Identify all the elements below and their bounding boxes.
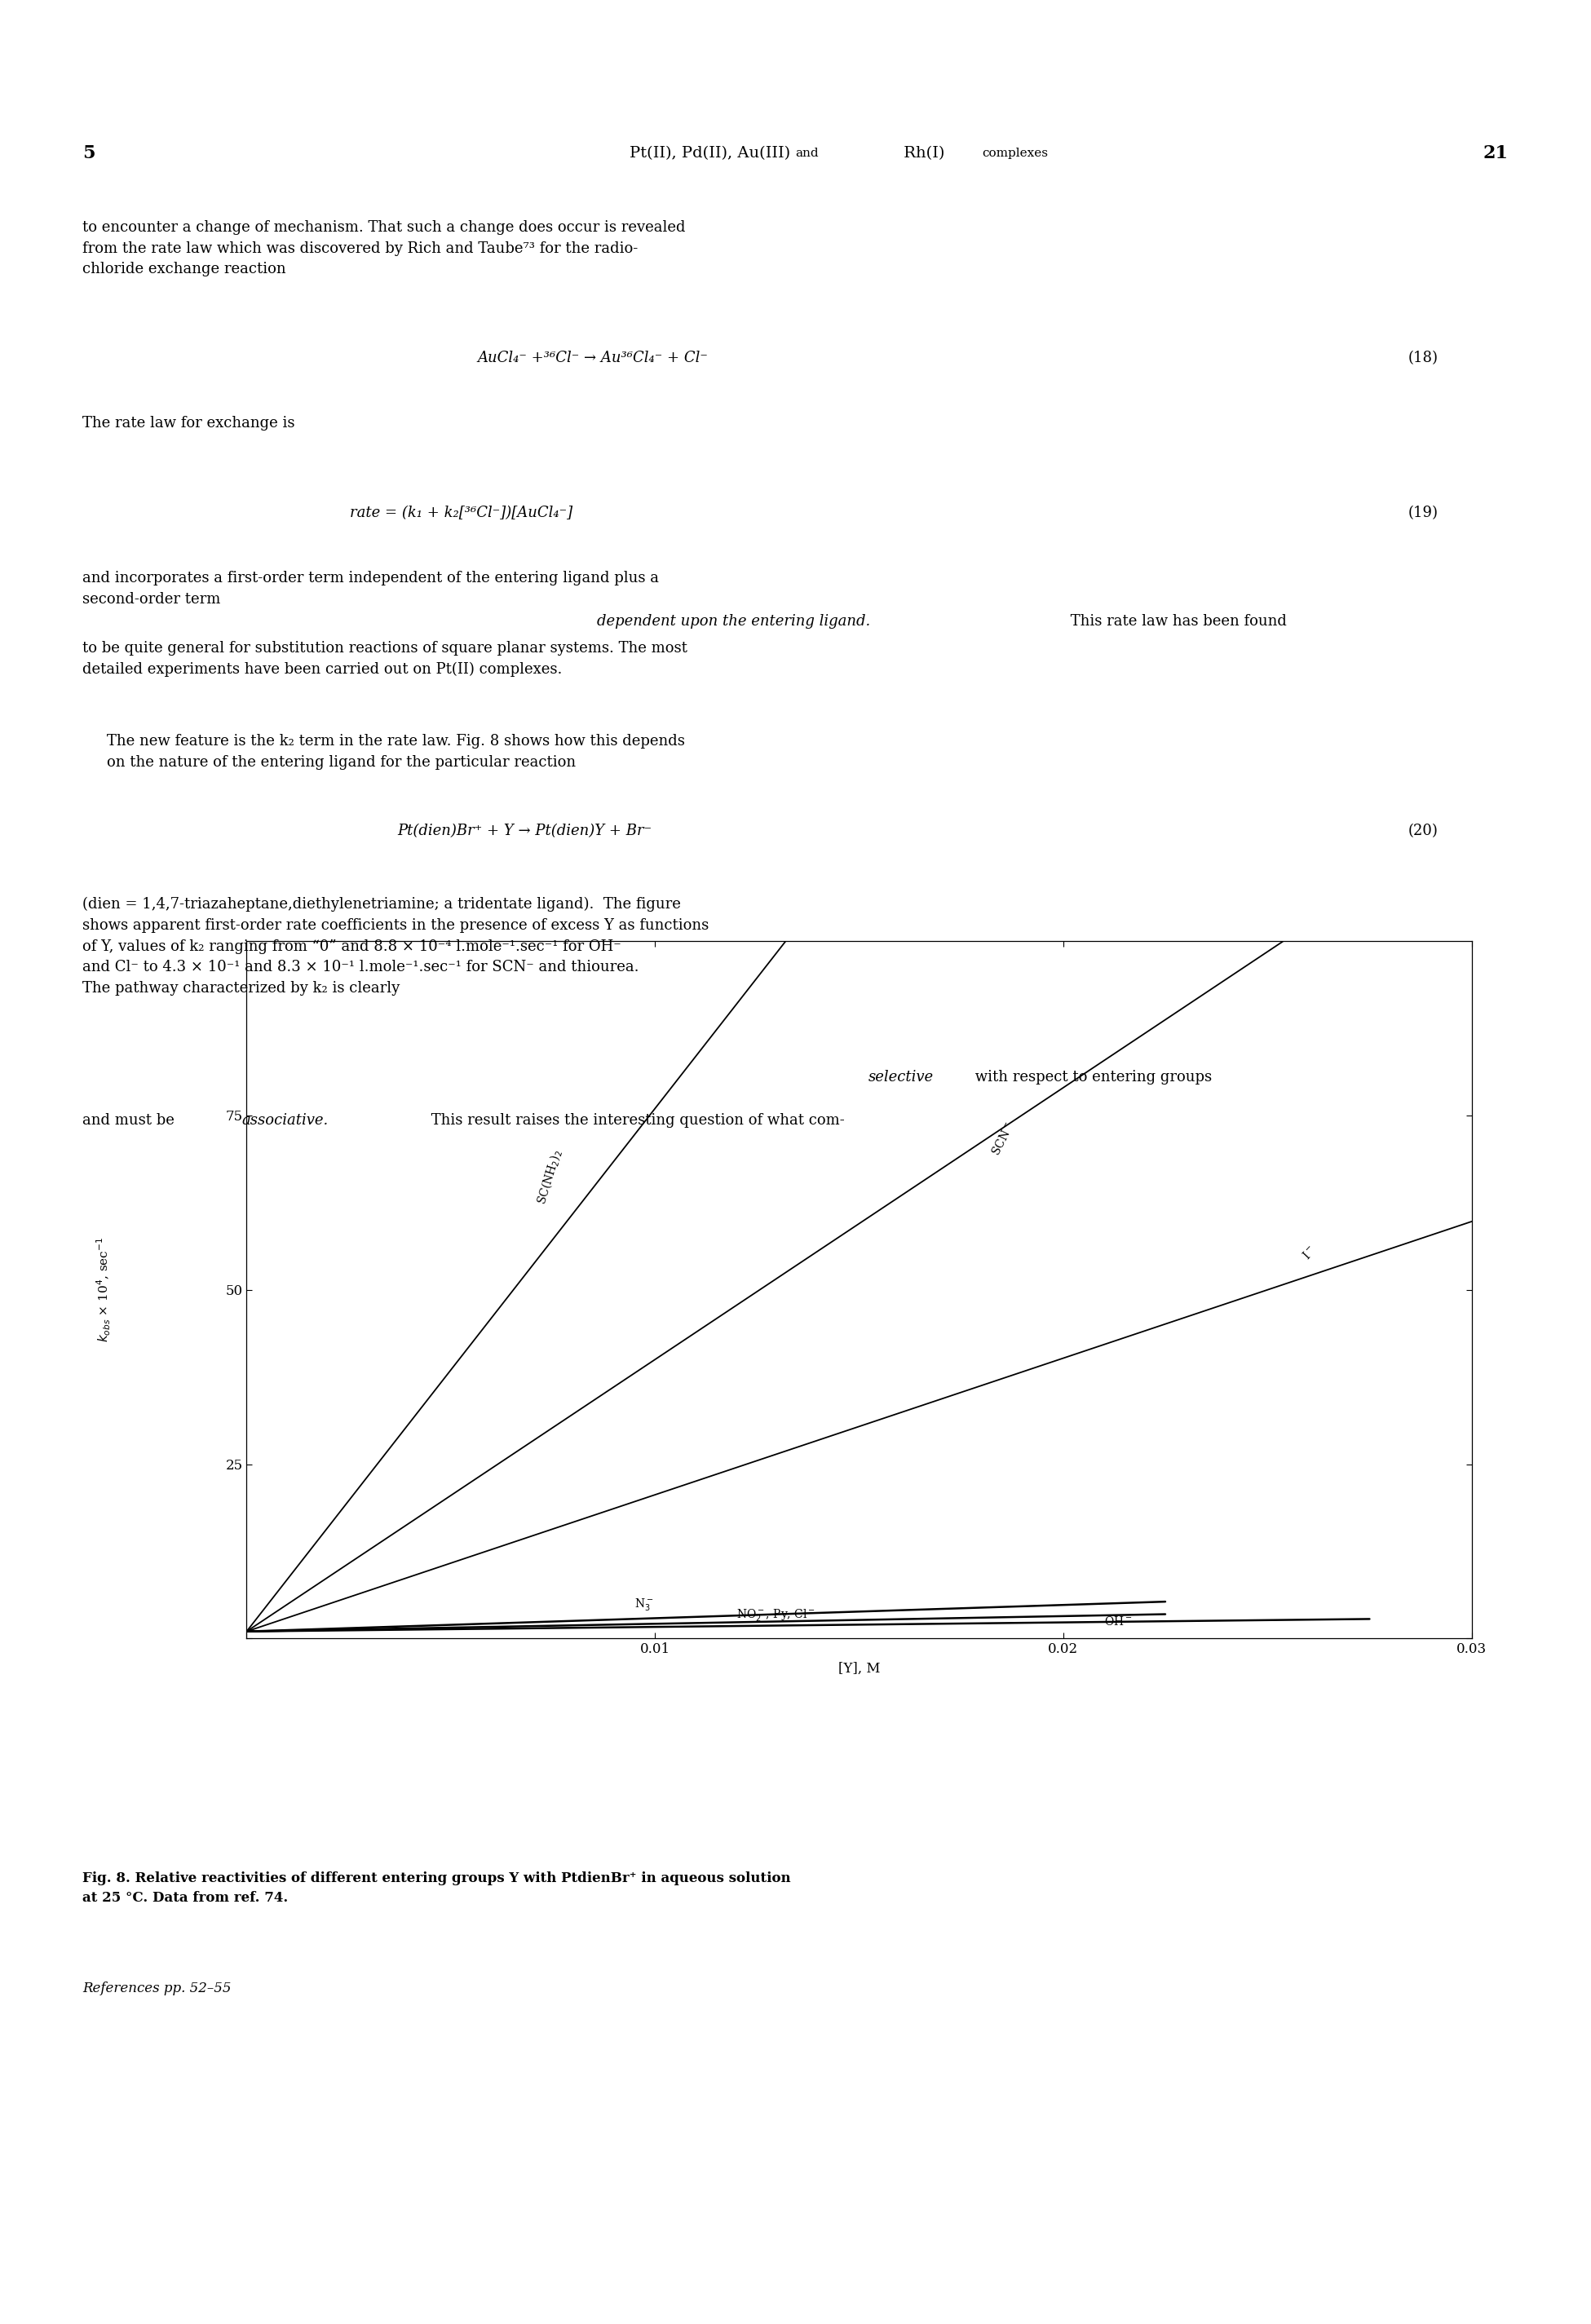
Text: selective: selective <box>869 1069 934 1085</box>
X-axis label: [Y], M: [Y], M <box>838 1662 880 1676</box>
Text: SCN$^-$: SCN$^-$ <box>990 1120 1017 1157</box>
Text: Pt(dien)Br⁺ + Y → Pt(dien)Y + Br⁻: Pt(dien)Br⁺ + Y → Pt(dien)Y + Br⁻ <box>398 823 652 839</box>
Text: with respect to entering groups: with respect to entering groups <box>971 1069 1212 1085</box>
Text: and: and <box>796 149 819 158</box>
Text: This result raises the interesting question of what com-: This result raises the interesting quest… <box>426 1113 845 1127</box>
Text: 21: 21 <box>1483 144 1508 163</box>
Text: The rate law for exchange is: The rate law for exchange is <box>83 416 296 430</box>
Text: rate = (k₁ + k₂[³⁶Cl⁻])[AuCl₄⁻]: rate = (k₁ + k₂[³⁶Cl⁻])[AuCl₄⁻] <box>350 507 573 521</box>
Text: and must be: and must be <box>83 1113 180 1127</box>
Text: $k_{obs}$ × 10$^4$, sec$^{-1}$: $k_{obs}$ × 10$^4$, sec$^{-1}$ <box>95 1236 111 1343</box>
Text: (dien = 1,4,7-triazaheptane,diethylenetriamine; a tridentate ligand).  The figur: (dien = 1,4,7-triazaheptane,diethylenetr… <box>83 897 710 995</box>
Text: complexes: complexes <box>982 149 1048 158</box>
Text: (19): (19) <box>1408 507 1438 521</box>
Text: SC(NH$_2$)$_2$: SC(NH$_2$)$_2$ <box>535 1148 565 1206</box>
Text: and incorporates a first-order term independent of the entering ligand plus a
se: and incorporates a first-order term inde… <box>83 572 659 607</box>
Text: OH$^-$: OH$^-$ <box>1104 1615 1133 1627</box>
Text: References pp. 52–55: References pp. 52–55 <box>83 1982 232 1996</box>
Text: The new feature is the k₂ term in the rate law. Fig. 8 shows how this depends
on: The new feature is the k₂ term in the ra… <box>107 734 684 769</box>
Text: AuCl₄⁻ +³⁶Cl⁻ → Au³⁶Cl₄⁻ + Cl⁻: AuCl₄⁻ +³⁶Cl⁻ → Au³⁶Cl₄⁻ + Cl⁻ <box>477 351 708 365</box>
Text: NO$_2^-$, Py, Cl$^-$: NO$_2^-$, Py, Cl$^-$ <box>737 1606 816 1622</box>
Text: dependent upon the entering ligand.: dependent upon the entering ligand. <box>597 614 870 630</box>
Text: to be quite general for substitution reactions of square planar systems. The mos: to be quite general for substitution rea… <box>83 641 687 676</box>
Text: Fig. 8. Relative reactivities of different entering groups Y with PtdienBr⁺ in a: Fig. 8. Relative reactivities of differe… <box>83 1871 791 1906</box>
Text: to encounter a change of mechanism. That such a change does occur is revealed
fr: to encounter a change of mechanism. That… <box>83 221 686 277</box>
Text: (18): (18) <box>1408 351 1438 365</box>
Text: Rh(I): Rh(I) <box>899 146 950 160</box>
Text: Pt(II), Pd(II), Au(III): Pt(II), Pd(II), Au(III) <box>630 146 796 160</box>
Text: N$_3^-$: N$_3^-$ <box>635 1597 654 1613</box>
Text: (20): (20) <box>1408 823 1438 839</box>
Text: I$^-$: I$^-$ <box>1300 1243 1319 1262</box>
Text: 5: 5 <box>83 144 95 163</box>
Text: associative.: associative. <box>242 1113 328 1127</box>
Text: This rate law has been found: This rate law has been found <box>1066 614 1287 630</box>
